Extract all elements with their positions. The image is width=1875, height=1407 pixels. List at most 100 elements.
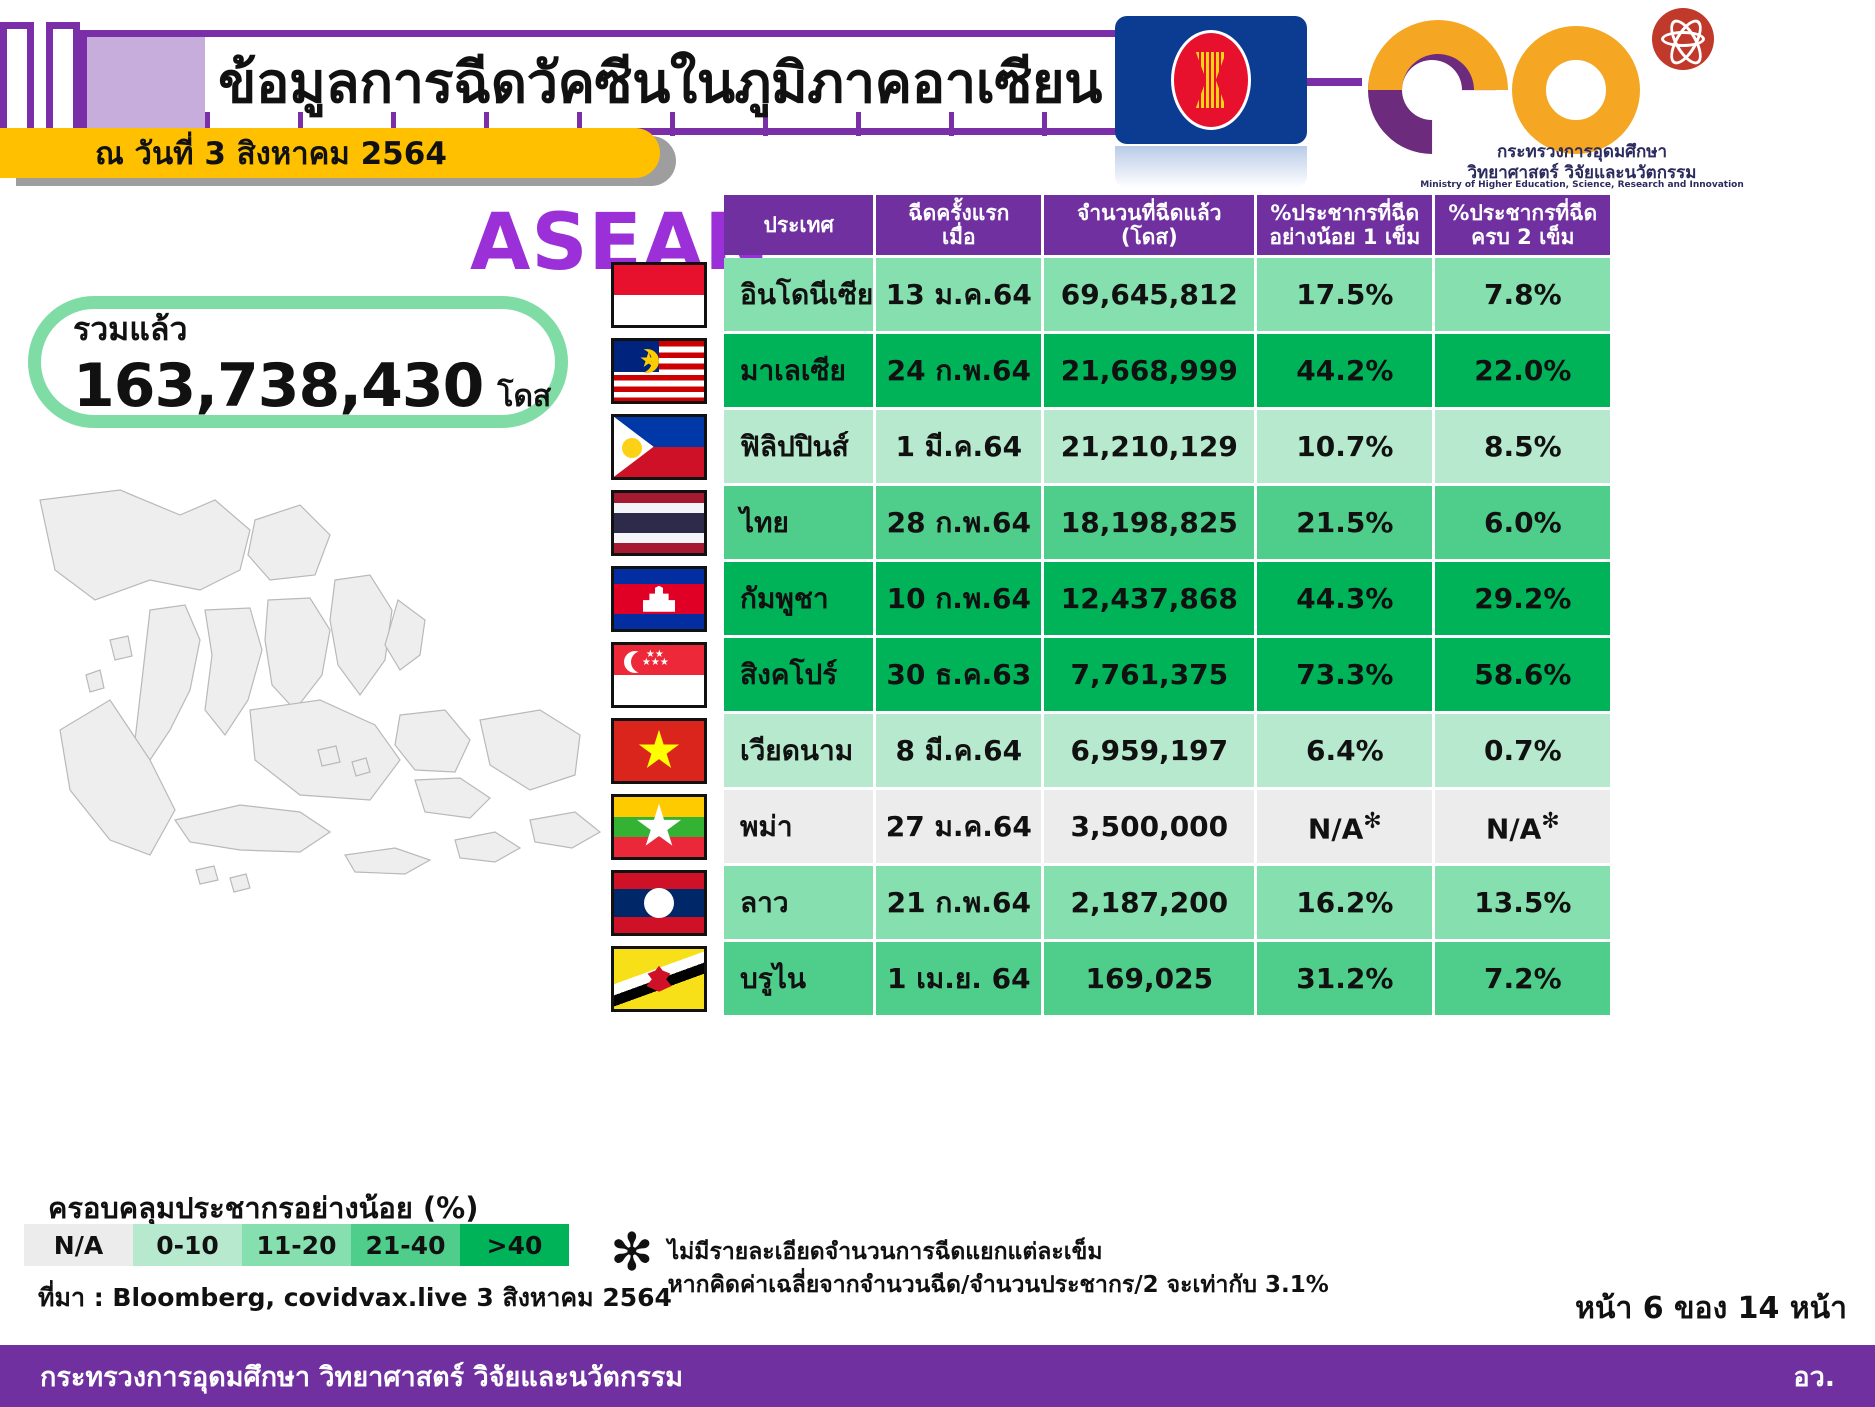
country-flag-cell <box>611 486 721 559</box>
country-flag-cell <box>611 562 721 635</box>
country-name-cell: มาเลเซีย <box>724 334 874 408</box>
pct-one-dose-cell: 31.2% <box>1257 942 1433 1016</box>
total-doses-row: 163,738,430 โดส <box>73 351 555 421</box>
country-flag-cell <box>611 410 721 483</box>
column-header-doses-line2: (โดส) <box>1120 225 1178 250</box>
doses-cell: 6,959,197 <box>1044 714 1255 788</box>
column-header-pct-one-dose-line2: อย่างน้อย 1 เข็ม <box>1269 225 1421 250</box>
table-body: อินโดนีเซีย 13 ม.ค.64 69,645,812 17.5% 7.8% ม… <box>611 258 1611 1016</box>
pct-two-dose-cell: 13.5% <box>1435 866 1611 940</box>
pct-one-dose-cell: 10.7% <box>1257 410 1433 484</box>
legend-cell: 0-10 <box>133 1224 242 1266</box>
country-name-cell: เวียดนาม <box>724 714 874 788</box>
first-dose-date-cell: 13 ม.ค.64 <box>876 258 1042 332</box>
pct-two-dose-cell: N/A✻ <box>1435 790 1611 864</box>
country-flag-cell <box>611 334 721 407</box>
country-flag-cell <box>611 714 721 787</box>
ministry-name-th: กระทรวงการอุดมศึกษา วิทยาศาสตร์ วิจัยและ… <box>1372 142 1792 185</box>
country-name-cell: สิงคโปร์ <box>724 638 874 712</box>
first-dose-date-cell: 21 ก.พ.64 <box>876 866 1042 940</box>
vaccination-table: ประเทศ ฉีดครั้งแรก เมื่อ จำนวนที่ฉีดแล้ว… <box>608 192 1613 1018</box>
pct-two-dose-cell: 7.2% <box>1435 942 1611 1016</box>
column-header-first-dose-date: ฉีดครั้งแรก เมื่อ <box>876 195 1042 256</box>
column-header-country: ประเทศ <box>724 195 874 256</box>
pct-one-dose-cell: 73.3% <box>1257 638 1433 712</box>
table-header-row: ประเทศ ฉีดครั้งแรก เมื่อ จำนวนที่ฉีดแล้ว… <box>611 195 1611 256</box>
table-header: ประเทศ ฉีดครั้งแรก เมื่อ จำนวนที่ฉีดแล้ว… <box>611 195 1611 256</box>
table-row: บรูไน 1 เม.ย. 64 169,025 31.2% 7.2% <box>611 942 1611 1016</box>
country-flag-cell <box>611 258 721 331</box>
footnote-line-1: ไม่มีรายละเอียดจำนวนการฉีดแยกแต่ละเข็ม <box>667 1239 1103 1265</box>
legend-cell: N/A <box>24 1224 133 1266</box>
table-row: กัมพูชา 10 ก.พ.64 12,437,868 44.3% 29.2% <box>611 562 1611 636</box>
pct-one-dose-cell: N/A✻ <box>1257 790 1433 864</box>
syringe-gradation-icon <box>205 108 1205 136</box>
pct-two-dose-cell: 0.7% <box>1435 714 1611 788</box>
pct-two-dose-cell: 29.2% <box>1435 562 1611 636</box>
table-row: เวียดนาม 8 มี.ค.64 6,959,197 6.4% 0.7% <box>611 714 1611 788</box>
first-dose-date-cell: 28 ก.พ.64 <box>876 486 1042 560</box>
country-name-cell: กัมพูชา <box>724 562 874 636</box>
atom-icon <box>1652 8 1714 70</box>
date-badge: ณ วันที่ 3 สิงหาคม 2564 <box>0 128 660 178</box>
doses-cell: 169,025 <box>1044 942 1255 1016</box>
first-dose-date-cell: 1 เม.ย. 64 <box>876 942 1042 1016</box>
logo-ring-o-icon <box>1512 26 1640 154</box>
footer-ministry-label: กระทรวงการอุดมศึกษา วิทยาศาสตร์ วิจัยและ… <box>40 1361 684 1393</box>
total-doses-unit: โดส <box>497 378 552 414</box>
flag-myanmar-icon <box>611 793 707 860</box>
first-dose-date-cell: 1 มี.ค.64 <box>876 410 1042 484</box>
page-title: ข้อมูลการฉีดวัคซีนในภูมิภาคอาเซียน <box>218 50 1102 116</box>
doses-cell: 3,500,000 <box>1044 790 1255 864</box>
legend-cell: 11-20 <box>242 1224 351 1266</box>
column-header-flag <box>611 195 721 255</box>
ministry-name-th-line2: วิทยาศาสตร์ วิจัยและนวัตกรรม <box>1467 163 1697 184</box>
doses-cell: 18,198,825 <box>1044 486 1255 560</box>
header-band: ข้อมูลการฉีดวัคซีนในภูมิภาคอาเซียน ณ วัน… <box>0 0 1875 190</box>
asean-flag-icon <box>1115 16 1307 144</box>
syringe-needle-line-icon <box>1262 78 1362 86</box>
column-header-pct-one-dose-line1: %ประชากรที่ฉีด <box>1270 201 1420 225</box>
country-name-cell: ไทย <box>724 486 874 560</box>
country-name-cell: บรูไน <box>724 942 874 1016</box>
first-dose-date-cell: 30 ธ.ค.63 <box>876 638 1042 712</box>
pct-two-dose-cell: 7.8% <box>1435 258 1611 332</box>
total-doses-label: รวมแล้ว <box>73 309 188 348</box>
doses-cell: 21,668,999 <box>1044 334 1255 408</box>
doses-cell: 21,210,129 <box>1044 410 1255 484</box>
flag-philippines-icon <box>611 413 707 480</box>
page-indicator: หน้า 6 ของ 14 หน้า <box>1575 1291 1847 1326</box>
asterisk-icon: ✻ <box>610 1223 654 1283</box>
syringe-fill-icon <box>87 37 205 128</box>
country-name-cell: พม่า <box>724 790 874 864</box>
table-row: ไทย 28 ก.พ.64 18,198,825 21.5% 6.0% <box>611 486 1611 560</box>
country-flag-cell <box>611 942 721 1015</box>
legend-cell: >40 <box>460 1224 569 1266</box>
pct-two-dose-cell: 8.5% <box>1435 410 1611 484</box>
table-row: ลาว 21 ก.พ.64 2,187,200 16.2% 13.5% <box>611 866 1611 940</box>
country-name-cell: ฟิลิปปินส์ <box>724 410 874 484</box>
first-dose-date-cell: 27 ม.ค.64 <box>876 790 1042 864</box>
flag-thailand-icon <box>611 489 707 556</box>
flag-laos-icon <box>611 869 707 936</box>
ministry-logo: กระทรวงการอุดมศึกษา วิทยาศาสตร์ วิจัยและ… <box>1341 0 1862 190</box>
column-header-country-line1: ประเทศ <box>763 213 834 238</box>
syringe-plunger-flange-icon <box>0 22 34 142</box>
pct-two-dose-cell: 58.6% <box>1435 638 1611 712</box>
flag-singapore-icon: ★★ ★★★ <box>611 641 707 708</box>
na-asterisk-icon: ✻ <box>1363 808 1382 834</box>
column-header-pct-two-dose-line2: ครบ 2 เข็ม <box>1471 225 1575 250</box>
column-header-pct-two-dose-line1: %ประชากรที่ฉีด <box>1448 201 1598 225</box>
doses-cell: 2,187,200 <box>1044 866 1255 940</box>
flag-malaysia-icon <box>611 337 707 404</box>
table-row: ★★ ★★★ สิงคโปร์ 30 ธ.ค.63 7,761,375 73.3% 58.6… <box>611 638 1611 712</box>
flag-cambodia-icon <box>611 565 707 632</box>
asean-emblem-circle-icon <box>1171 30 1251 130</box>
asean-flag-reflection <box>1115 146 1307 188</box>
total-doses-card: รวมแล้ว 163,738,430 โดส <box>28 296 568 428</box>
footer-bar: กระทรวงการอุดมศึกษา วิทยาศาสตร์ วิจัยและ… <box>0 1345 1875 1407</box>
country-flag-cell: ★★ ★★★ <box>611 638 721 711</box>
table-row: มาเลเซีย 24 ก.พ.64 21,668,999 44.2% 22.0% <box>611 334 1611 408</box>
footnote: ✻ ไม่มีรายละเอียดจำนวนการฉีดแยกแต่ละเข็ม… <box>610 1223 1329 1303</box>
column-header-doses: จำนวนที่ฉีดแล้ว (โดส) <box>1044 195 1255 256</box>
